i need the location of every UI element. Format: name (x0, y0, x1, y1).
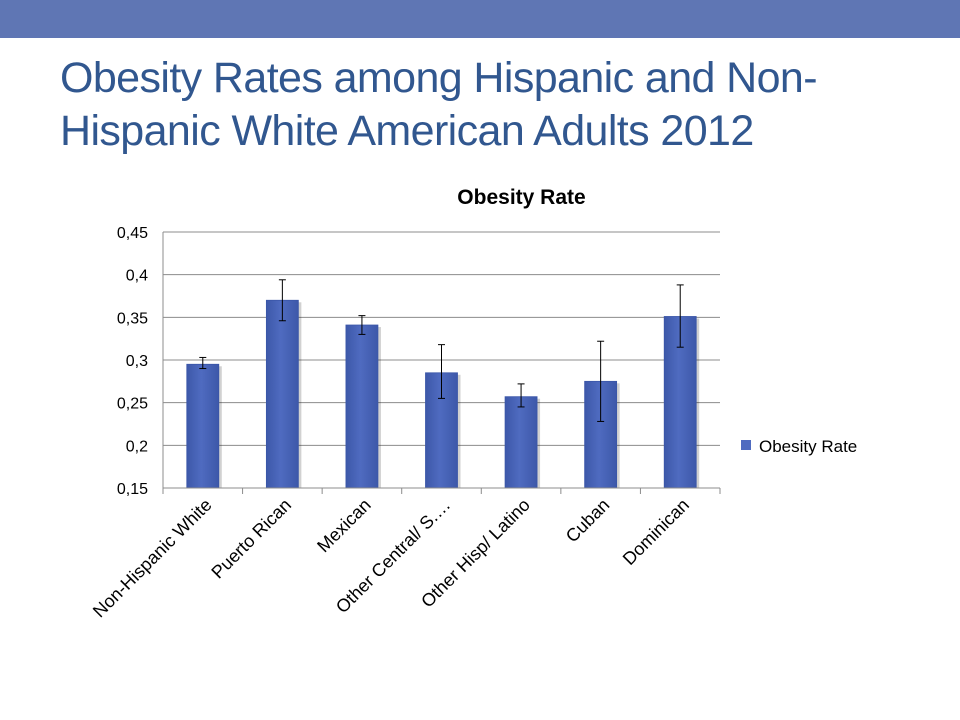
x-tick-label: Cuban (562, 495, 614, 547)
x-tick-label: Mexican (313, 495, 375, 557)
y-tick-label: 0,2 (126, 438, 148, 455)
x-tick-label: Non-Hispanic White (89, 495, 216, 622)
x-tick-label: Puerto Rican (207, 495, 295, 583)
bar (345, 324, 379, 489)
chart-title: Obesity Rate (457, 186, 585, 209)
bar (186, 363, 220, 489)
y-tick-label: 0,15 (117, 481, 148, 498)
y-tick-label: 0,35 (117, 310, 148, 327)
bar (504, 396, 538, 489)
top-accent-bar (0, 0, 960, 38)
legend-label: Obesity Rate (759, 437, 857, 456)
legend-swatch (741, 440, 751, 450)
y-tick-label: 0,3 (126, 353, 148, 370)
y-tick-label: 0,45 (117, 225, 148, 242)
slide-title: Obesity Rates among Hispanic and Non-His… (60, 54, 818, 155)
bar (265, 299, 299, 489)
y-tick-label: 0,4 (126, 268, 148, 285)
y-tick-label: 0,25 (117, 396, 148, 413)
x-tick-label: Dominican (619, 495, 693, 569)
